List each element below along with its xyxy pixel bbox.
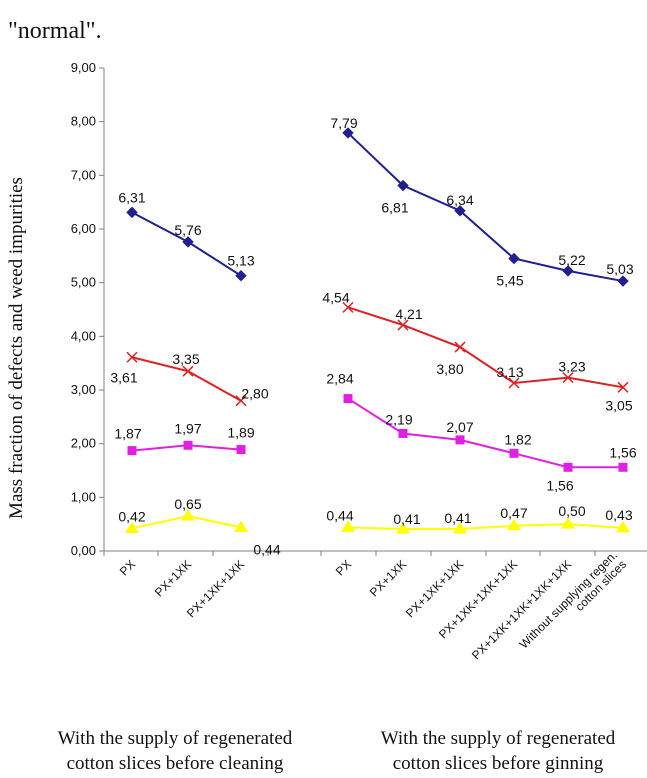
group-caption: cotton slices before ginning — [393, 753, 604, 774]
data-label: 0,42 — [118, 508, 145, 524]
data-label: 1,56 — [609, 444, 636, 460]
x-tick-label: PX+1XK — [367, 557, 409, 599]
data-point-diamond — [183, 237, 193, 247]
y-tick-label: 5,00 — [71, 275, 96, 290]
data-label: 4,54 — [322, 289, 349, 305]
data-point-square — [399, 429, 408, 438]
data-point-square — [510, 449, 519, 458]
data-label: 0,44 — [253, 541, 280, 557]
x-tick-label-line: PX — [117, 557, 138, 578]
data-labels: 6,31 5,76 5,13 3,61 3,35 2,80 1,87 1,97 1,89 0,42… — [110, 115, 636, 557]
data-point-square — [237, 445, 246, 454]
axis-ticks: 0,00 1,00 2,00 3,00 4,00 5,00 6,00 7,00 8,00 9,00… — [71, 60, 629, 662]
group-caption: cotton slices before cleaning — [67, 753, 284, 774]
data-label: 1,82 — [504, 431, 531, 447]
series-line — [348, 307, 623, 387]
data-point-triangle — [562, 518, 574, 528]
data-label: 0,65 — [174, 496, 201, 512]
data-label: 3,80 — [436, 361, 463, 377]
group-caption: With the supply of regenerated — [381, 728, 616, 749]
series-layer — [126, 128, 629, 533]
y-axis-label: Mass fraction of defects and weed impuri… — [6, 177, 27, 519]
data-label: 4,21 — [395, 306, 422, 322]
data-label: 0,50 — [558, 503, 585, 519]
data-label: 5,45 — [496, 273, 523, 289]
x-tick-label: PX — [117, 557, 138, 578]
y-tick-label: 8,00 — [71, 114, 96, 129]
series-line — [348, 399, 623, 468]
y-tick-label: 6,00 — [71, 221, 96, 236]
data-label: 6,81 — [381, 200, 408, 216]
data-point-square — [456, 435, 465, 444]
data-point-x — [455, 342, 465, 352]
y-tick-label: 9,00 — [71, 60, 96, 75]
y-tick-label: 2,00 — [71, 436, 96, 451]
data-label: 2,84 — [326, 371, 353, 387]
data-label: 5,22 — [558, 252, 585, 268]
data-label: 6,34 — [446, 192, 473, 208]
data-point-square — [619, 463, 628, 472]
data-point-square — [128, 446, 137, 455]
data-label: 2,80 — [241, 386, 268, 402]
data-point-diamond — [127, 207, 137, 217]
data-label: 7,79 — [330, 115, 357, 131]
data-label: 6,31 — [118, 189, 145, 205]
y-tick-label: 7,00 — [71, 167, 96, 182]
data-label: 5,03 — [606, 261, 633, 277]
data-label: 1,89 — [227, 425, 254, 441]
data-point-square — [184, 441, 193, 450]
header-text: "normal". — [8, 18, 102, 44]
data-label: 0,43 — [605, 507, 632, 523]
data-point-square — [344, 394, 353, 403]
x-tick-label-line: PX — [333, 557, 354, 578]
group-caption: With the supply of regenerated — [58, 728, 293, 749]
data-label: 1,97 — [174, 420, 201, 436]
data-label: 5,76 — [174, 222, 201, 238]
y-tick-label: 4,00 — [71, 328, 96, 343]
data-label: 3,23 — [558, 359, 585, 375]
data-label: 0,41 — [444, 510, 471, 526]
data-label: 0,47 — [500, 505, 527, 521]
y-tick-label: 1,00 — [71, 489, 96, 504]
data-label: 5,13 — [227, 253, 254, 269]
data-label: 3,05 — [605, 397, 632, 413]
y-tick-label: 3,00 — [71, 382, 96, 397]
y-tick-label: 0,00 — [71, 543, 96, 558]
data-point-diamond — [236, 271, 246, 281]
data-label: 3,35 — [172, 351, 199, 367]
x-tick-label-line: PX+1XK — [152, 557, 194, 599]
data-label: 2,19 — [385, 411, 412, 427]
data-label: 0,44 — [326, 507, 353, 523]
x-tick-label: PX — [333, 557, 354, 578]
series-line — [348, 524, 623, 529]
data-point-square — [564, 463, 573, 472]
data-label: 1,56 — [546, 477, 573, 493]
data-point-diamond — [618, 276, 628, 286]
data-label: 0,41 — [393, 511, 420, 527]
data-label: 3,61 — [110, 369, 137, 385]
data-label: 1,87 — [114, 426, 141, 442]
x-tick-label: PX+1XK — [152, 557, 194, 599]
x-tick-label-line: PX+1XK — [367, 557, 409, 599]
data-label: 2,07 — [446, 419, 473, 435]
group-captions: With the supply of regenerated cotton sli… — [58, 728, 616, 774]
data-label: 3,13 — [496, 364, 523, 380]
